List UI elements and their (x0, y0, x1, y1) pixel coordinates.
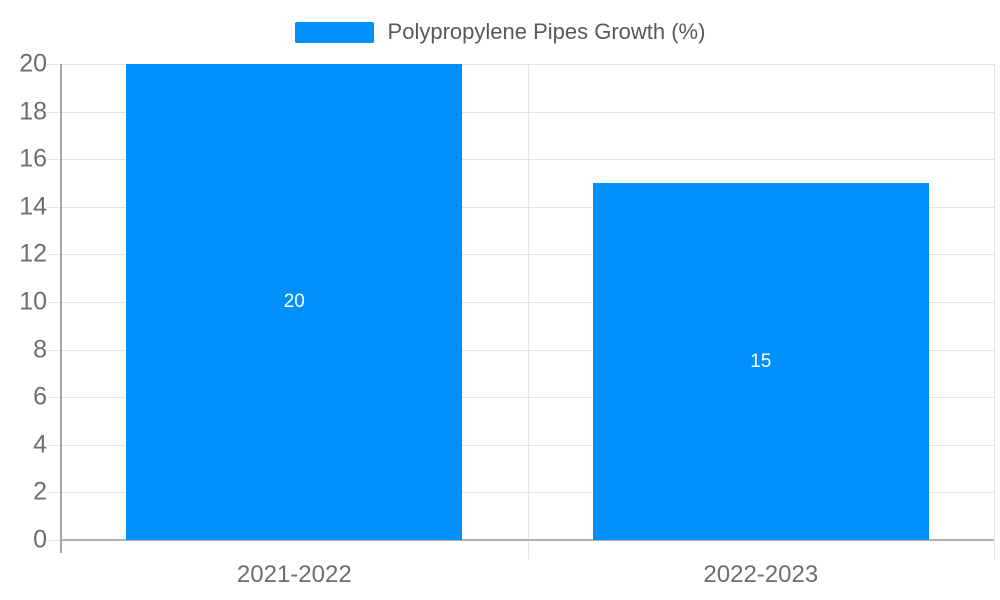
y-axis-tick-label: 12 (19, 239, 47, 268)
y-axis-tick-label: 16 (19, 144, 47, 173)
y-axis-tick-label: 14 (19, 192, 47, 221)
y-axis-tick-label: 18 (19, 97, 47, 126)
gridline-horizontal (47, 254, 994, 255)
x-axis-line (61, 539, 994, 541)
legend: Polypropylene Pipes Growth (%) (0, 18, 1000, 46)
gridline-horizontal (47, 64, 994, 65)
y-axis-tick (47, 540, 61, 541)
legend-marker (294, 21, 374, 43)
bar-value-label: 20 (283, 291, 305, 312)
bar[interactable] (126, 64, 463, 540)
bar-value-label: 15 (750, 350, 772, 372)
y-axis-tick-label: 8 (33, 335, 47, 364)
gridline-horizontal (47, 445, 994, 446)
y-axis-tick-label: 4 (33, 430, 47, 459)
gridline-horizontal (47, 302, 994, 303)
gridline-horizontal (47, 207, 994, 208)
y-axis-tick-label: 6 (33, 382, 47, 411)
gridline-horizontal (47, 159, 994, 160)
x-axis-category-label: 2021-2022 (236, 561, 352, 588)
gridline-horizontal (47, 397, 994, 398)
x-axis-category-label: 2022-2023 (703, 561, 819, 588)
gridline-horizontal (47, 350, 994, 351)
gridline-horizontal (47, 492, 994, 493)
y-axis-tick-label: 10 (19, 287, 47, 316)
y-axis-line (60, 64, 62, 553)
y-axis-tick-label: 20 (19, 49, 47, 78)
y-axis-tick-label: 0 (33, 525, 47, 554)
legend-item[interactable]: Polypropylene Pipes Growth (%) (294, 19, 706, 45)
legend-label: Polypropylene Pipes Growth (%) (387, 19, 706, 44)
y-axis-tick-label: 2 (33, 477, 47, 506)
gridline-vertical (528, 64, 529, 559)
bar[interactable] (592, 183, 929, 540)
gridline-horizontal (47, 112, 994, 113)
gridline-vertical (994, 64, 995, 559)
